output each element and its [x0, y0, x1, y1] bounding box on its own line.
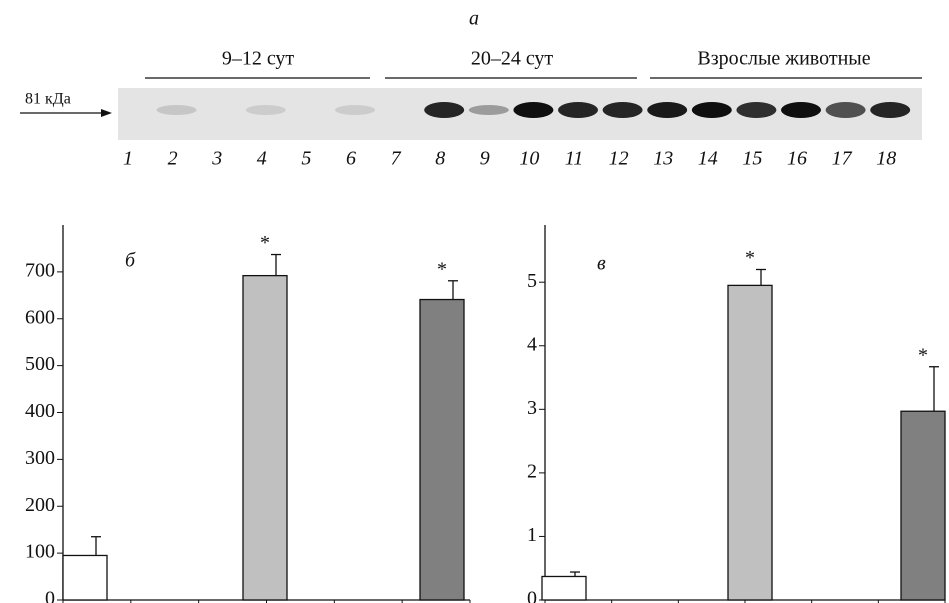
- band: [469, 105, 509, 115]
- lane-number: 4: [257, 148, 267, 170]
- group-label: 20–24 сут: [471, 48, 554, 70]
- band: [647, 102, 687, 118]
- band: [335, 105, 375, 115]
- figure: а 9–12 сут 20–24 сут Взрослые животные 8…: [0, 0, 949, 603]
- y-tick-label: 600: [25, 306, 55, 328]
- marker-label: 81 кДа: [25, 91, 71, 108]
- lane-number: 8: [435, 148, 445, 170]
- y-tick-label: 5: [527, 270, 537, 292]
- band: [736, 102, 776, 118]
- y-tick-label: 700: [25, 259, 55, 281]
- bar: [243, 276, 287, 600]
- lane-number: 10: [519, 148, 539, 170]
- bar: [728, 285, 772, 600]
- lane-number: 16: [787, 148, 807, 170]
- lane-number: 9: [480, 148, 490, 170]
- bar: [901, 411, 945, 600]
- band: [603, 102, 643, 118]
- lane-number: 5: [301, 148, 311, 170]
- band: [157, 105, 197, 115]
- significance-mark: *: [745, 247, 755, 269]
- significance-mark: *: [260, 232, 270, 254]
- marker-arrowhead: [101, 109, 112, 117]
- group-label: 9–12 сут: [222, 48, 295, 70]
- significance-mark: *: [437, 258, 447, 280]
- lane-number: 18: [876, 148, 896, 170]
- panel-label: а: [469, 8, 479, 30]
- panel-label: б: [125, 250, 136, 272]
- lane-number: 14: [698, 148, 718, 170]
- lane-number: 3: [211, 148, 222, 170]
- lane-number: 2: [168, 148, 178, 170]
- y-tick-label: 200: [25, 494, 55, 516]
- y-tick-label: 400: [25, 400, 55, 422]
- lane-number: 6: [346, 148, 356, 170]
- bar: [63, 555, 107, 600]
- band: [513, 102, 553, 118]
- y-tick-label: 1: [527, 524, 537, 546]
- band: [826, 102, 866, 118]
- panel-label: в: [597, 253, 606, 275]
- lane-number: 13: [653, 148, 673, 170]
- y-tick-label: 0: [527, 588, 537, 603]
- y-tick-label: 2: [527, 460, 537, 482]
- y-tick-label: 100: [25, 541, 55, 563]
- lane-number: 7: [391, 148, 402, 170]
- lane-number: 17: [832, 148, 853, 170]
- band: [246, 105, 286, 115]
- lane-number: 15: [742, 148, 762, 170]
- y-tick-label: 4: [527, 333, 537, 355]
- lane-number: 1: [123, 148, 133, 170]
- significance-mark: *: [918, 344, 928, 366]
- group-label: Взрослые животные: [697, 48, 870, 70]
- y-tick-label: 3: [527, 397, 537, 419]
- lane-number: 12: [609, 148, 629, 170]
- band: [692, 102, 732, 118]
- y-tick-label: 500: [25, 353, 55, 375]
- y-tick-label: 0: [45, 588, 55, 603]
- band: [424, 102, 464, 118]
- band: [558, 102, 598, 118]
- bar: [420, 300, 464, 600]
- lane-number: 11: [565, 148, 584, 170]
- y-tick-label: 300: [25, 447, 55, 469]
- band: [870, 102, 910, 118]
- bar: [542, 576, 586, 600]
- band: [781, 102, 821, 118]
